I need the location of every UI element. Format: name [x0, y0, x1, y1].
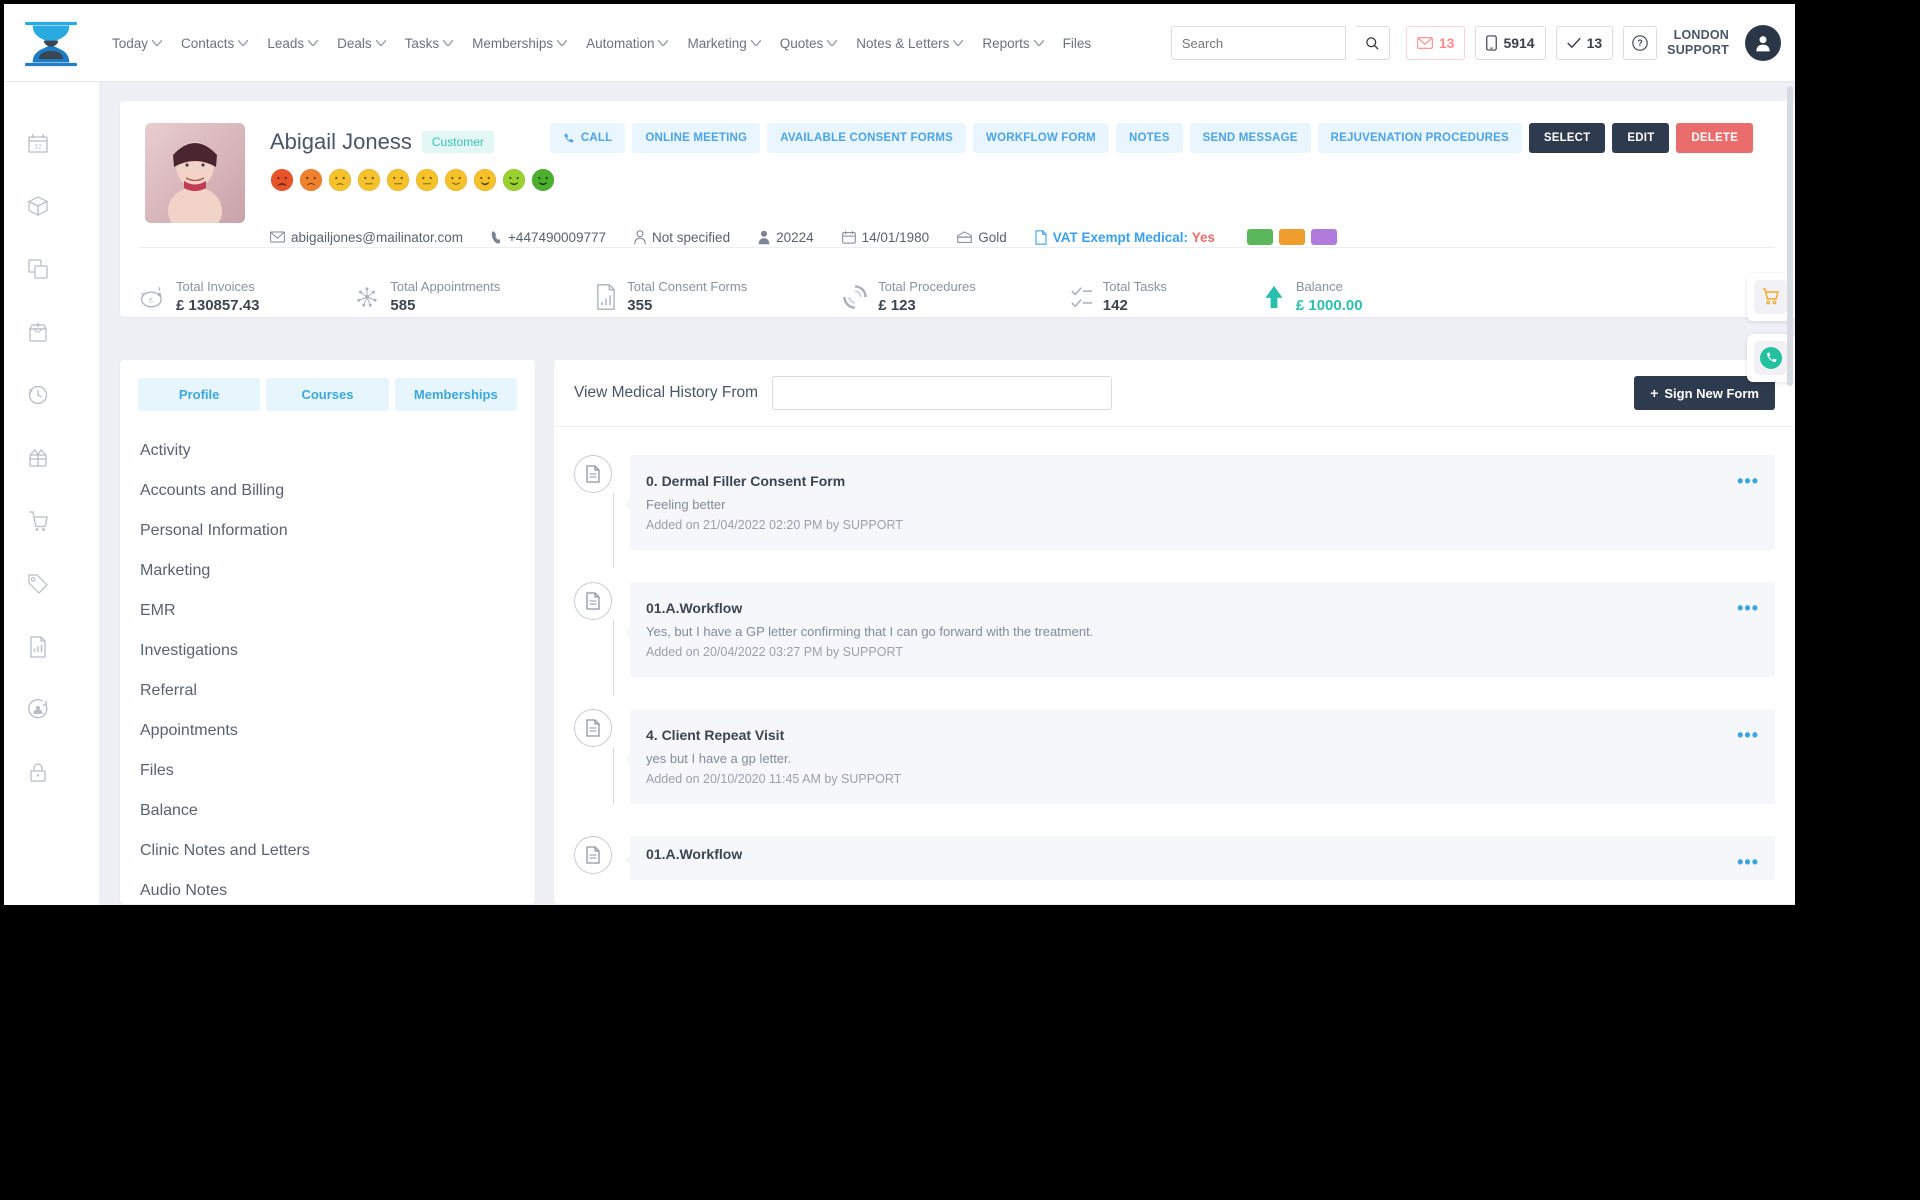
svg-text:12: 12 — [34, 144, 42, 151]
svg-text:?: ? — [1637, 38, 1642, 48]
svg-text:£: £ — [149, 295, 153, 304]
